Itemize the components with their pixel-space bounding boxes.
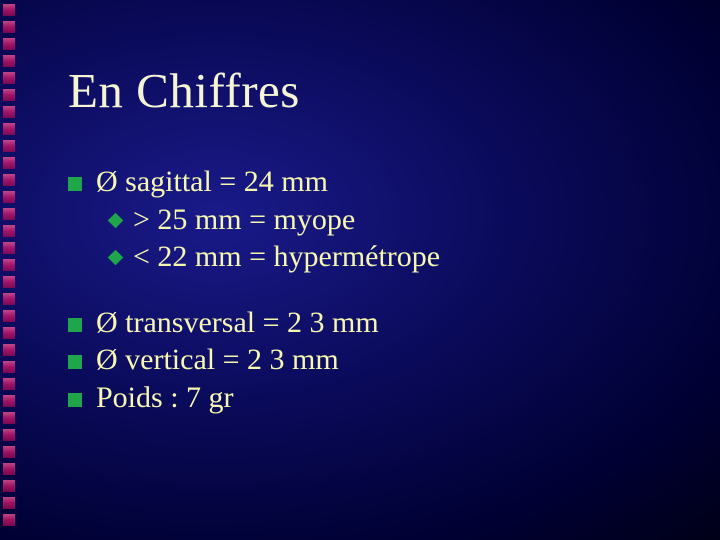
decor-square [3, 72, 15, 84]
decor-square [3, 21, 15, 33]
bullet-text: Poids : 7 gr [96, 379, 234, 417]
diamond-bullet-icon [108, 250, 124, 266]
decor-square [3, 191, 15, 203]
decor-square [3, 106, 15, 118]
decor-square [3, 395, 15, 407]
bullet-text: > 25 mm = myope [133, 201, 355, 239]
decor-square [3, 497, 15, 509]
bullet-text: Ø transversal = 2 3 mm [96, 304, 379, 342]
decor-square [3, 310, 15, 322]
decor-square [3, 123, 15, 135]
decor-square [3, 225, 15, 237]
decor-square [3, 514, 15, 526]
bullet-item: Poids : 7 gr [68, 379, 690, 417]
bullet-item: Ø transversal = 2 3 mm [68, 304, 690, 342]
bullet-text: Ø sagittal = 24 mm [96, 163, 328, 201]
decor-square [3, 55, 15, 67]
decor-square [3, 327, 15, 339]
decor-square [3, 276, 15, 288]
decor-square [3, 412, 15, 424]
bullet-group-1: Ø sagittal = 24 mm > 25 mm = myope < 22 … [68, 163, 690, 276]
square-bullet-icon [68, 177, 82, 191]
decor-square [3, 242, 15, 254]
decor-square [3, 429, 15, 441]
diamond-bullet-icon [108, 212, 124, 228]
square-bullet-icon [68, 393, 82, 407]
square-bullet-icon [68, 318, 82, 332]
bullet-item: Ø vertical = 2 3 mm [68, 341, 690, 379]
bullet-text: < 22 mm = hypermétrope [133, 238, 440, 276]
decor-square [3, 259, 15, 271]
decor-square [3, 140, 15, 152]
decor-square [3, 4, 15, 16]
decor-square [3, 38, 15, 50]
slide-title: En Chiffres [68, 62, 690, 119]
decor-square [3, 361, 15, 373]
decor-square [3, 344, 15, 356]
decor-square [3, 293, 15, 305]
left-square-strip [0, 0, 24, 540]
bullet-group-2: Ø transversal = 2 3 mm Ø vertical = 2 3 … [68, 304, 690, 417]
decor-square [3, 446, 15, 458]
decor-square [3, 480, 15, 492]
decor-square [3, 89, 15, 101]
slide-content: En Chiffres Ø sagittal = 24 mm > 25 mm =… [68, 62, 690, 444]
bullet-text: Ø vertical = 2 3 mm [96, 341, 339, 379]
sub-bullet-item: > 25 mm = myope [68, 201, 690, 239]
decor-square [3, 463, 15, 475]
square-bullet-icon [68, 355, 82, 369]
decor-square [3, 208, 15, 220]
sub-bullet-item: < 22 mm = hypermétrope [68, 238, 690, 276]
decor-square [3, 378, 15, 390]
bullet-item: Ø sagittal = 24 mm [68, 163, 690, 201]
decor-square [3, 174, 15, 186]
decor-square [3, 157, 15, 169]
